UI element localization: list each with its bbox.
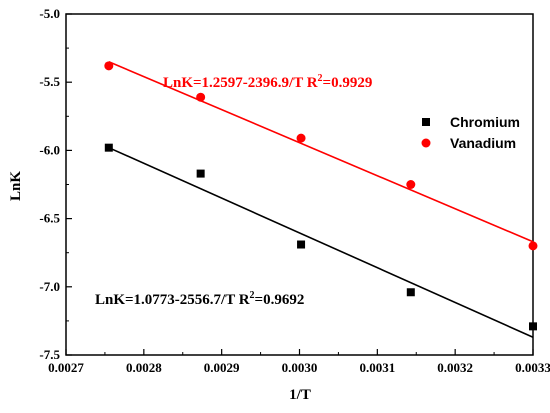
legend: Chromium Vanadium bbox=[421, 114, 520, 151]
chromium-point bbox=[104, 143, 113, 152]
y-tick-label: -6.5 bbox=[39, 211, 60, 226]
vanadium-point bbox=[406, 180, 416, 189]
vanadium-equation: LnK=1.2597-2396.9/T R2=0.9929 bbox=[163, 73, 372, 91]
x-tick-label: 0.0033 bbox=[515, 360, 550, 375]
legend-marker-vanadium bbox=[421, 138, 431, 148]
legend-marker-chromium bbox=[422, 118, 430, 126]
vanadium-point bbox=[296, 133, 306, 143]
vanadium-equation-r2: =0.9929 bbox=[323, 75, 373, 91]
vanadium-point bbox=[196, 92, 206, 102]
x-tick-label: 0.0032 bbox=[437, 360, 473, 375]
y-tick-label: -6.0 bbox=[39, 142, 60, 157]
chromium-point bbox=[406, 288, 415, 297]
y-axis-title: LnK bbox=[8, 171, 24, 201]
y-tick-label: -5.0 bbox=[39, 6, 60, 21]
vanadium-point bbox=[528, 241, 538, 251]
legend-label-chromium: Chromium bbox=[450, 114, 520, 130]
chromium-fit-line bbox=[108, 146, 534, 338]
x-tick-label: 0.0029 bbox=[204, 360, 240, 375]
chromium-equation-sup: 2 bbox=[250, 290, 255, 301]
fit-lines bbox=[108, 61, 534, 338]
y-tick-label: -7.0 bbox=[39, 279, 60, 294]
legend-label-vanadium: Vanadium bbox=[450, 135, 516, 151]
x-tick-label: 0.0031 bbox=[359, 360, 395, 375]
chromium-point bbox=[196, 169, 205, 178]
svg-text:LnK=1.0773-2556.7/T R2=0.9692: LnK=1.0773-2556.7/T R2=0.9692 bbox=[95, 290, 304, 308]
y-tick-label: -7.5 bbox=[39, 347, 60, 362]
vanadium-equation-sup: 2 bbox=[318, 73, 323, 84]
x-tick-label: 0.0028 bbox=[126, 360, 162, 375]
chromium-equation-text: LnK=1.0773-2556.7/T R bbox=[95, 292, 250, 308]
x-tick-label: 0.0027 bbox=[48, 360, 84, 375]
x-tick-label: 0.0030 bbox=[282, 360, 318, 375]
chromium-point bbox=[529, 322, 537, 331]
vanadium-point bbox=[104, 61, 114, 71]
x-axis-title: 1/T bbox=[289, 387, 311, 403]
chromium-equation-r2: =0.9692 bbox=[255, 292, 305, 308]
chromium-point bbox=[297, 240, 306, 249]
chromium-equation: LnK=1.0773-2556.7/T R2=0.9692 bbox=[95, 290, 304, 308]
x-axis-ticks: 0.0027 0.0028 0.0029 0.0030 0.0031 0.0032 0.00… bbox=[48, 349, 550, 375]
y-axis-ticks: -5.0 -5.5 -6.0 -6.5 -7.0 -7.5 bbox=[39, 6, 72, 362]
y-tick-label: -5.5 bbox=[39, 74, 60, 89]
vanadium-fit-line bbox=[108, 61, 534, 243]
svg-text:LnK=1.2597-2396.9/T R2=0.9929: LnK=1.2597-2396.9/T R2=0.9929 bbox=[163, 73, 372, 91]
data-points bbox=[104, 61, 538, 331]
vanadium-equation-text: LnK=1.2597-2396.9/T R bbox=[163, 75, 318, 91]
